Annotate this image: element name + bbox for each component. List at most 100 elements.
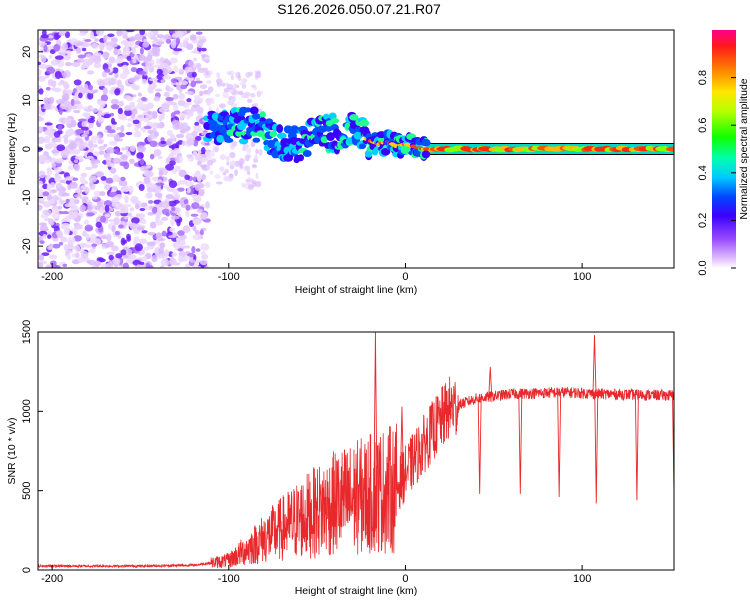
- spectrogram-band-blob: [276, 132, 287, 140]
- spectrogram-noise-blob: [186, 98, 192, 103]
- spectrogram-noise-blob: [100, 215, 106, 223]
- spectrogram-noise-blob: [74, 155, 84, 160]
- spectrogram-noise-blob: [113, 257, 121, 265]
- spectrogram-noise-blob: [138, 184, 145, 191]
- spectrogram-noise-blob: [149, 221, 157, 229]
- spectrogram-noise-blob: [116, 126, 122, 131]
- spectrogram-noise-blob: [46, 66, 56, 74]
- spectrogram-noise-blob: [185, 204, 191, 211]
- spectrogram-band: [202, 106, 674, 164]
- spectrogram-noise-blob: [139, 238, 148, 244]
- spectrogram-band-blob: [276, 124, 284, 134]
- spectrogram-noise-blob: [168, 180, 178, 189]
- spectrogram-noise-blob: [195, 248, 201, 252]
- spectrogram-noise-blob: [184, 181, 194, 187]
- spectrogram-noise-blob: [114, 88, 121, 96]
- spectrogram-noise-blob: [140, 107, 150, 112]
- spectrogram-noise-blob: [55, 138, 61, 143]
- spectrogram-noise-blob: [121, 154, 128, 160]
- spectrogram-noise-blob: [172, 93, 179, 100]
- spectrogram-band-blob: [302, 149, 312, 158]
- spectrogram-noise-blob: [123, 196, 130, 201]
- spectrogram-noise-blob: [73, 159, 79, 164]
- spectrogram-noise-blob: [215, 181, 223, 185]
- spectrogram-noise-blob: [91, 243, 98, 247]
- spectrogram-noise-blob: [146, 186, 155, 193]
- spectrogram-noise-blob: [207, 150, 215, 158]
- spectrogram-noise-blob: [228, 95, 234, 101]
- spectrogram-noise-blob: [42, 191, 50, 197]
- spectrogram-band-blob: [346, 137, 354, 145]
- spectrogram-noise-blob: [153, 96, 161, 102]
- spectrogram-noise-blob: [146, 241, 156, 247]
- spectrogram-noise-blob: [103, 143, 108, 148]
- spectrogram-noise-blob: [73, 235, 82, 242]
- snr-spike: [634, 394, 639, 501]
- spectrogram-noise-blob: [255, 172, 259, 180]
- spectrogram-noise-blob: [53, 166, 63, 173]
- spectrogram-noise-blob: [38, 88, 44, 95]
- spectrogram-noise-blob: [38, 155, 44, 163]
- spectrogram-noise-blob: [178, 169, 187, 178]
- spectrogram-noise-blob: [78, 92, 83, 99]
- spectrogram-noise-blob: [98, 145, 106, 150]
- spectrogram-noise-blob: [224, 168, 230, 174]
- spectrogram-noise-blob: [50, 59, 59, 66]
- spectrogram-noise-blob: [230, 74, 234, 81]
- snr-spike: [592, 335, 597, 394]
- snr-frame: [37, 331, 675, 571]
- spectrogram-noise-blob: [113, 217, 120, 226]
- spectrogram-noise-blob: [207, 89, 211, 96]
- spectrogram-noise-blob: [73, 224, 83, 230]
- spectrogram-noise-blob: [257, 90, 264, 95]
- spectrogram-band-blob: [283, 125, 293, 134]
- spectrogram-noise-blob: [78, 32, 87, 37]
- spectrogram-noise-blob: [185, 263, 191, 268]
- spectrogram-noise-blob: [102, 51, 110, 58]
- snr-y-ticks: 0 500 1000 1500: [21, 320, 43, 573]
- spectrogram-noise-blob: [93, 238, 102, 246]
- spectrogram-noise-blob: [38, 262, 44, 268]
- spectrogram-noise-blob: [75, 41, 84, 47]
- spectrogram-noise-blob: [38, 173, 41, 177]
- spectrogram-noise-blob: [145, 60, 151, 69]
- spectrogram-noise-blob: [71, 61, 81, 68]
- spectrogram-noise-blob: [63, 137, 69, 145]
- spectrogram-noise-blob: [171, 33, 180, 39]
- spectrogram-noise-blob: [54, 70, 62, 79]
- spectrogram-noise-blob: [143, 246, 151, 251]
- spectrogram-noise-blob: [127, 212, 133, 217]
- spectrogram-noise-blob: [122, 185, 130, 193]
- spectrogram-noise-blob: [51, 211, 61, 219]
- spectrogram-noise-blob: [104, 184, 112, 191]
- spectrogram-noise-blob: [112, 121, 117, 125]
- spectrogram-noise-blob: [160, 103, 170, 110]
- spectrogram-noise-blob: [173, 147, 181, 155]
- spectrogram-noise-blob: [226, 71, 232, 76]
- colorbar-tick-label: 0.0: [697, 260, 709, 275]
- spectrogram-noise-blob: [196, 208, 203, 213]
- spectrogram-noise-blob: [106, 251, 115, 255]
- spectrogram-noise-blob: [142, 255, 148, 263]
- spectrogram-noise-blob: [132, 119, 140, 125]
- spectrogram-x-label: Height of straight line (km): [295, 284, 418, 296]
- spectrogram-noise-blob: [65, 198, 70, 203]
- spectrogram-noise-blob: [206, 159, 214, 166]
- spectrogram-noise-blob: [52, 264, 61, 268]
- spectrogram-noise-blob: [184, 174, 190, 181]
- spectrogram-noise-blob: [173, 110, 181, 115]
- spectrogram-noise-blob: [139, 47, 144, 55]
- spectrogram-noise-blob: [197, 160, 202, 166]
- spectrogram-noise-blob: [130, 67, 138, 73]
- spectrogram-y-tick-label: 10: [21, 94, 33, 106]
- spectrogram-noise-blob: [247, 171, 251, 175]
- spectrogram-noise-blob: [169, 160, 176, 166]
- spectrogram-noise-blob: [196, 40, 204, 48]
- spectrogram-noise-blob: [234, 169, 238, 177]
- spectrogram-noise-blob: [117, 107, 123, 115]
- spectrogram-noise-blob: [91, 163, 98, 169]
- spectrogram-noise-blob: [75, 47, 82, 54]
- spectrogram-noise-blob: [235, 71, 239, 79]
- spectrogram-noise-blob: [114, 210, 121, 217]
- spectrogram-noise-blob: [46, 183, 52, 192]
